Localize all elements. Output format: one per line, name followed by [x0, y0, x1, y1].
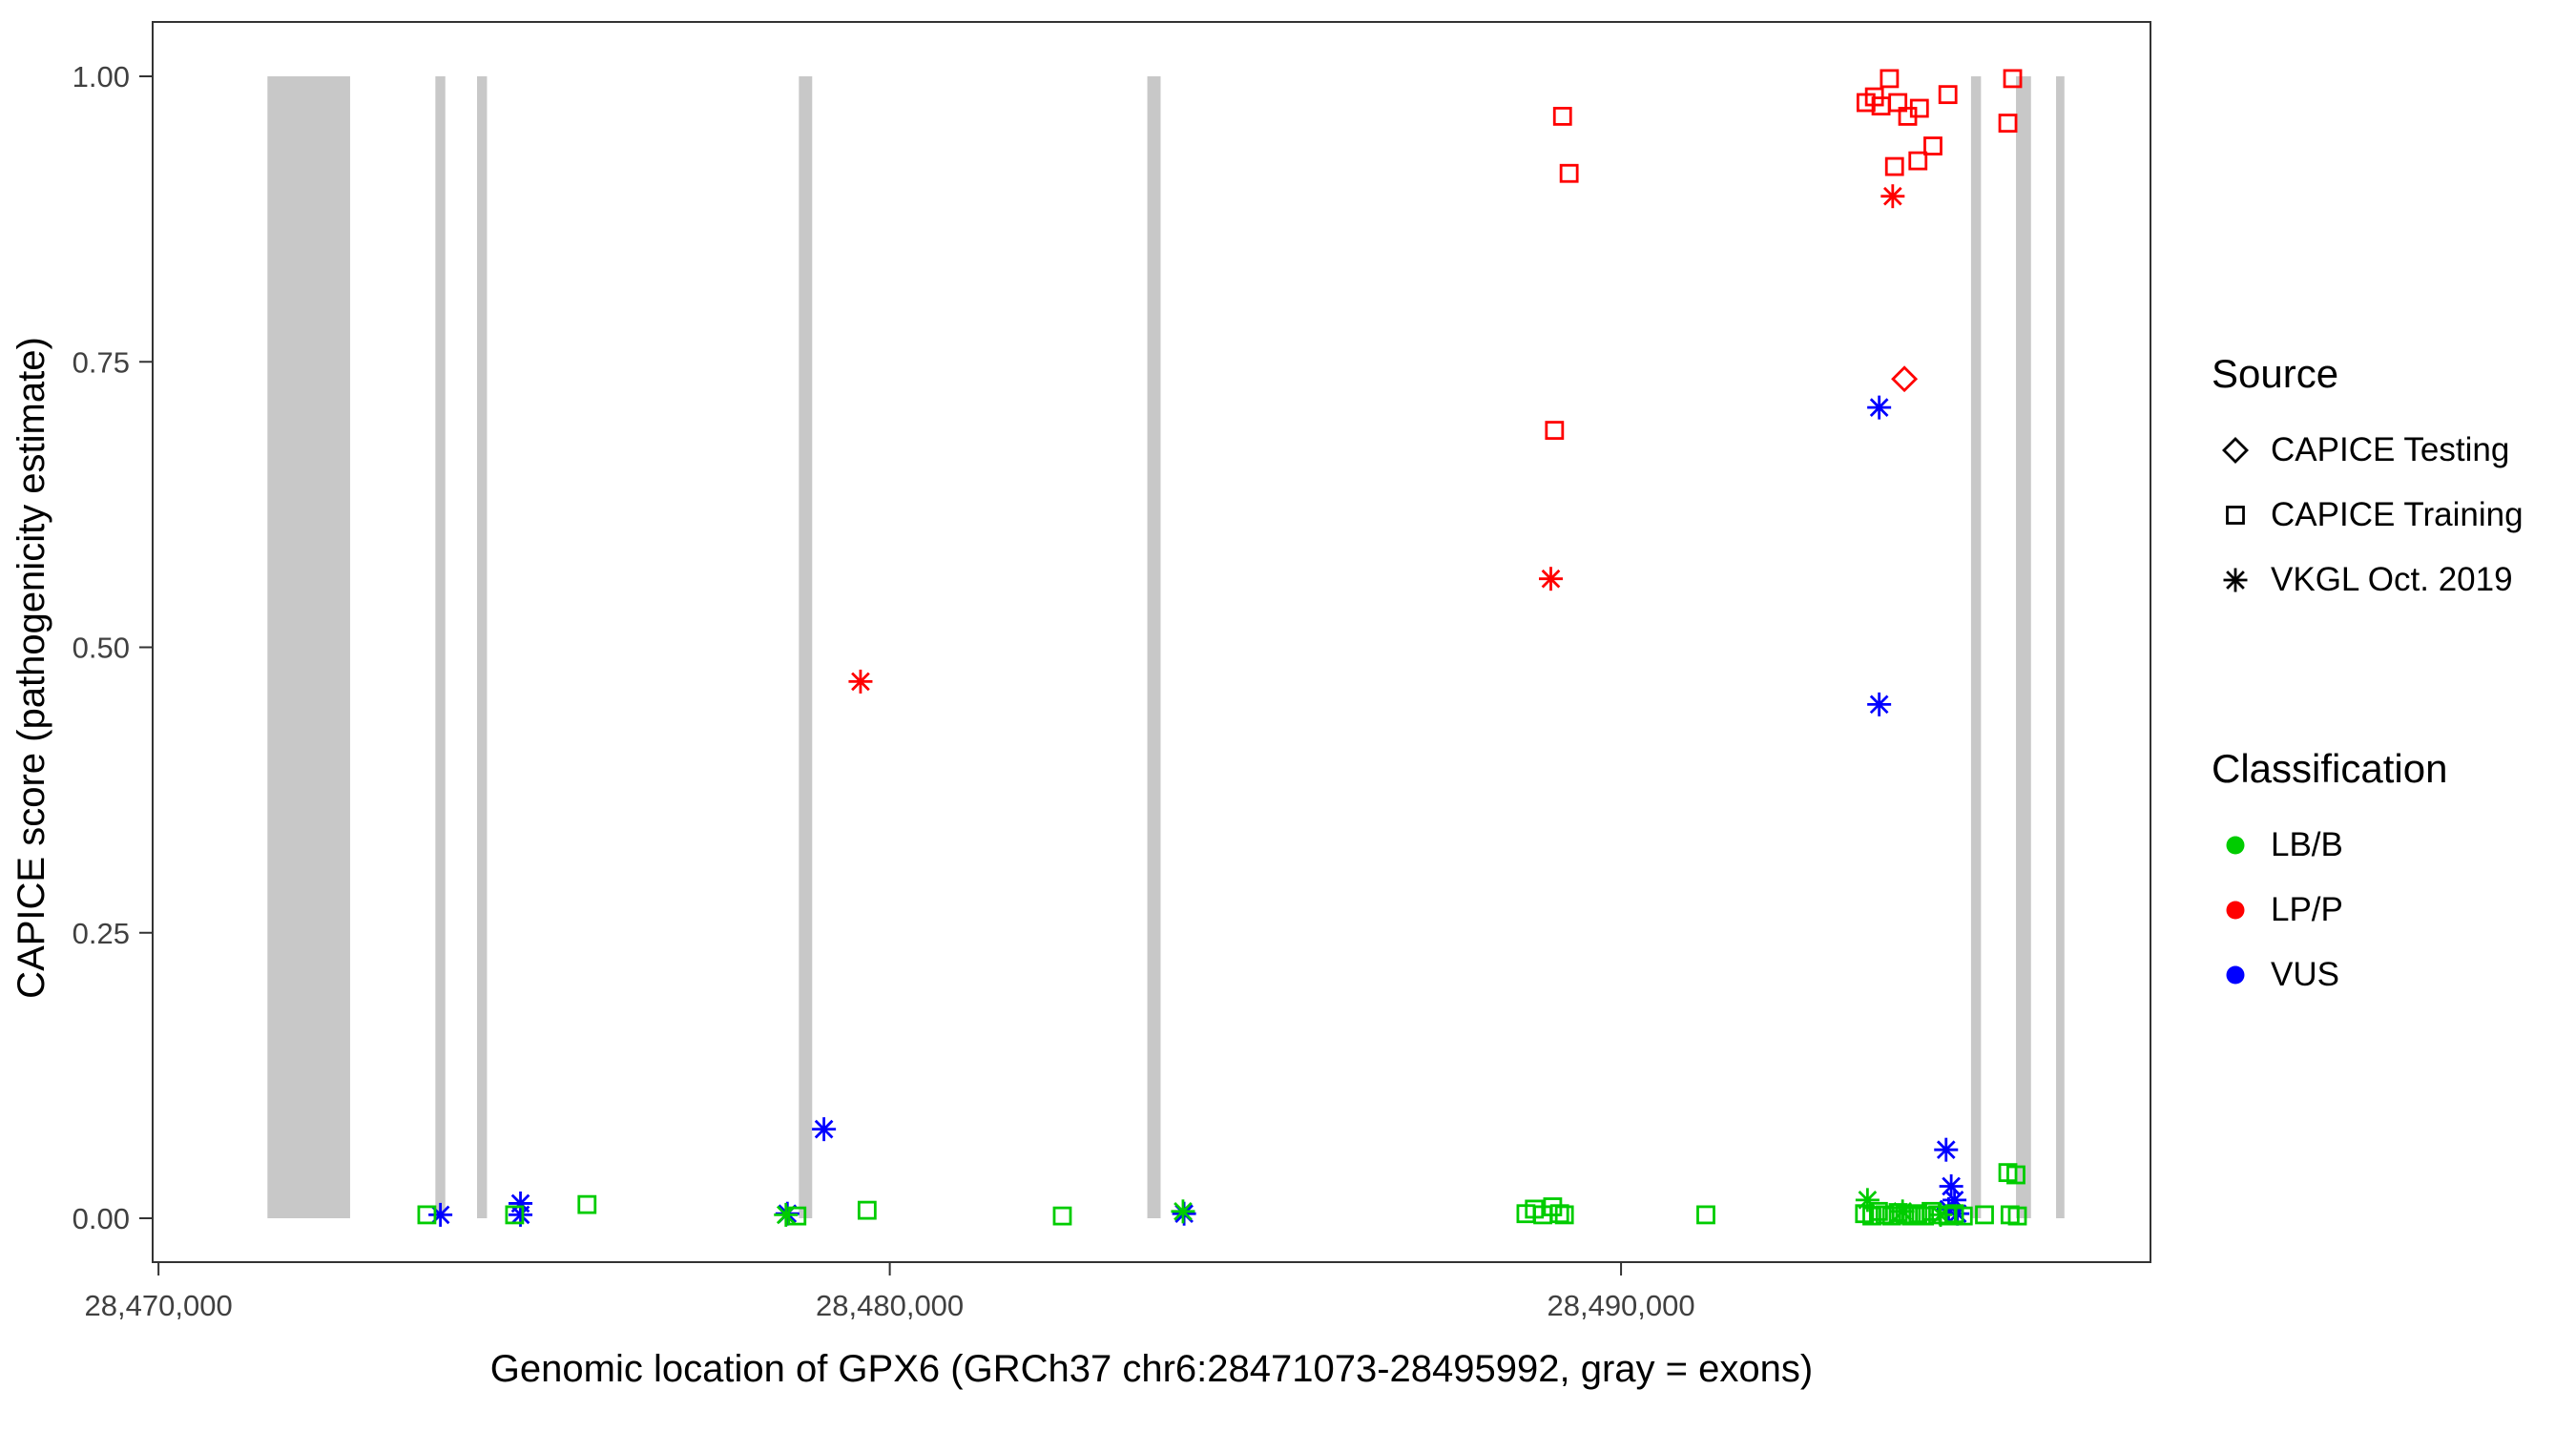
data-point [509, 1202, 533, 1227]
data-point [1939, 1173, 1963, 1198]
asterisk-icon [2212, 557, 2259, 603]
circle-glyph [2226, 836, 2245, 855]
data-point [1881, 1206, 1901, 1226]
exon-bar [2056, 76, 2065, 1218]
data-point [1998, 114, 2018, 133]
legend-classification-title: Classification [2212, 746, 2448, 791]
data-point [1052, 1206, 1072, 1226]
data-point [787, 1206, 807, 1226]
data-point [505, 1205, 525, 1225]
exon-bar [799, 76, 813, 1218]
exon-bar [477, 76, 488, 1218]
data-point [1915, 1206, 1935, 1226]
data-point [1884, 156, 1904, 176]
legend-item-vkgl-oct-2019: VKGL Oct. 2019 [2212, 548, 2524, 612]
y-tick-label: 0.00 [73, 1202, 130, 1235]
x-tick-label: 28,490,000 [1547, 1289, 1694, 1322]
legend: Source CAPICE Testing CAPICE Training VKGL… [2212, 351, 2524, 1007]
exon-bar [1147, 76, 1161, 1218]
data-point [577, 1194, 597, 1214]
exon-bar [267, 76, 350, 1218]
legend-label: CAPICE Testing [2271, 431, 2510, 468]
data-point [1953, 1206, 1973, 1226]
data-point [1908, 151, 1928, 171]
data-point [2006, 1165, 2025, 1185]
exon-bar [2016, 76, 2031, 1218]
data-point [1909, 98, 1929, 118]
data-point [848, 669, 873, 694]
data-point [857, 1200, 877, 1220]
circle-icon [2212, 822, 2259, 868]
y-tick-label: 0.50 [73, 632, 130, 665]
legend-label: LB/B [2271, 826, 2343, 863]
data-point [1880, 184, 1905, 209]
data-point [1171, 1199, 1195, 1224]
y-tick-label: 0.25 [73, 917, 130, 950]
legend-item-lp-p: LP/P [2212, 878, 2524, 943]
data-point [1923, 136, 1942, 156]
legend-label: CAPICE Training [2271, 496, 2524, 533]
data-point [1545, 421, 1565, 440]
data-point [1696, 1205, 1715, 1225]
legend-source-title: Source [2212, 351, 2339, 396]
data-point [417, 1205, 437, 1225]
panel-border [152, 21, 2151, 1263]
legend-source-items: CAPICE Testing CAPICE Training VKGL Oct. 2… [2212, 418, 2524, 612]
legend-label: VUS [2271, 956, 2339, 993]
y-axis-title: CAPICE score (pathogenicity estimate) [10, 337, 52, 999]
data-point [1867, 692, 1892, 716]
circle-icon [2212, 952, 2259, 998]
asterisk-glyph [2223, 568, 2248, 592]
data-point [1908, 1204, 1928, 1224]
x-axis-title: Genomic location of GPX6 (GRCh37 chr6:28… [490, 1348, 1813, 1390]
data-point [1538, 567, 1563, 591]
legend-item-capice-testing: CAPICE Testing [2212, 418, 2524, 483]
y-tick-label: 0.75 [73, 345, 130, 379]
data-point [1888, 1203, 1908, 1222]
diamond-glyph [2222, 437, 2249, 464]
x-tick-label: 28,480,000 [816, 1289, 964, 1322]
legend-classification-items: LB/B LP/P VUS [2212, 813, 2524, 1007]
data-point [1891, 365, 1919, 393]
data-point [1938, 85, 1958, 105]
y-tick-label: 1.00 [73, 60, 130, 93]
diamond-icon [2212, 427, 2259, 473]
data-point [1862, 1206, 1881, 1226]
data-point [1552, 106, 1572, 126]
legend-item-lb-b: LB/B [2212, 813, 2524, 878]
exon-bar [1970, 76, 1982, 1218]
data-point [1880, 69, 1900, 89]
data-point [1901, 1206, 1922, 1226]
legend-source-group: Source CAPICE Testing CAPICE Training VKGL… [2212, 351, 2524, 612]
circle-icon [2212, 887, 2259, 933]
data-point [2003, 69, 2023, 89]
legend-item-capice-training: CAPICE Training [2212, 483, 2524, 548]
data-point [1868, 1201, 1888, 1221]
legend-label: LP/P [2271, 891, 2343, 928]
data-point [2007, 1206, 2027, 1226]
x-tick-label: 28,470,000 [85, 1289, 233, 1322]
legend-classification-group: Classification LB/B LP/P VUS [2212, 746, 2524, 1007]
plot-graphics: 28,470,000 28,480,000 28,490,000 0.00 0.25 0.… [73, 21, 2151, 1322]
circle-glyph [2226, 965, 2245, 985]
legend-item-vus: VUS [2212, 943, 2524, 1007]
exon-bar [435, 76, 446, 1218]
square-icon [2212, 492, 2259, 538]
square-glyph [2226, 506, 2245, 525]
circle-glyph [2226, 901, 2245, 920]
data-point [1867, 395, 1892, 420]
data-point [1934, 1137, 1959, 1162]
data-point [1888, 93, 1908, 113]
legend-label: VKGL Oct. 2019 [2271, 561, 2513, 598]
data-point [1554, 1205, 1574, 1225]
data-point [812, 1117, 837, 1142]
data-point [1975, 1205, 1994, 1225]
data-point [1559, 163, 1579, 183]
data-point [774, 1202, 799, 1227]
